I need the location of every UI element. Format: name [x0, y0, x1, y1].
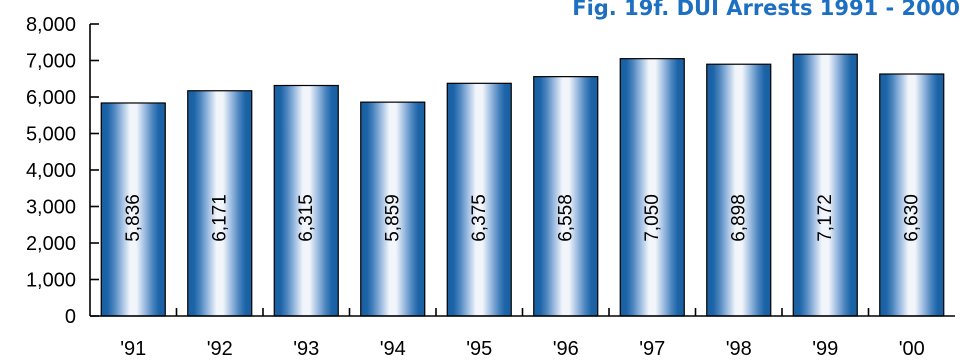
bar-value-label: 5,836 — [123, 194, 144, 242]
x-axis-ticks: '91 '92 '93 '94 '95 '96 '97 '98 '99 '00 — [120, 308, 925, 360]
bar — [100, 102, 166, 317]
y-tick-label: 1,000 — [26, 270, 76, 292]
x-tick-label: '00 — [899, 338, 925, 360]
bars: 5,836 6,171 6,315 5,859 6,375 6,558 7,050 6,898… — [100, 53, 945, 317]
y-tick-label: 8,000 — [26, 14, 76, 36]
bar-value-label: 6,630 — [901, 194, 922, 242]
y-tick-label: 7,000 — [26, 51, 76, 73]
bar-value-label: 6,898 — [728, 194, 749, 242]
bar-value-label: 6,171 — [209, 194, 230, 242]
bar-value-label: 6,375 — [469, 194, 490, 242]
x-tick-label: '96 — [553, 338, 579, 360]
bar — [879, 73, 945, 317]
x-tick-label: '94 — [380, 338, 406, 360]
bar-value-label: 6,558 — [555, 194, 576, 242]
bar — [792, 53, 858, 317]
x-tick-label: '98 — [726, 338, 752, 360]
chart-title: Fig. 19f. DUI Arrests 1991 - 2000 — [572, 0, 960, 20]
y-tick-label: 4,000 — [26, 160, 76, 182]
bar-value-label: 7,172 — [815, 194, 836, 242]
x-tick-label: '95 — [466, 338, 492, 360]
bar-value-label: 7,050 — [642, 194, 663, 242]
bar — [619, 58, 685, 317]
y-tick-label: 2,000 — [26, 233, 76, 255]
y-tick-label: 6,000 — [26, 87, 76, 109]
x-tick-label: '93 — [293, 338, 319, 360]
y-tick-label: 0 — [65, 306, 76, 328]
y-tick-label: 5,000 — [26, 124, 76, 146]
x-tick-label: '97 — [639, 338, 665, 360]
x-tick-label: '99 — [812, 338, 838, 360]
bar — [706, 63, 772, 317]
x-tick-label: '92 — [207, 338, 233, 360]
y-tick-label: 3,000 — [26, 197, 76, 219]
bar-value-label: 6,315 — [296, 194, 317, 242]
y-axis-ticks: 0 1,000 2,000 3,000 4,000 5,000 6,000 7,000 8,00… — [26, 14, 99, 328]
bar-value-label: 5,859 — [382, 194, 403, 242]
x-tick-label: '91 — [120, 338, 146, 360]
bar — [533, 76, 599, 317]
